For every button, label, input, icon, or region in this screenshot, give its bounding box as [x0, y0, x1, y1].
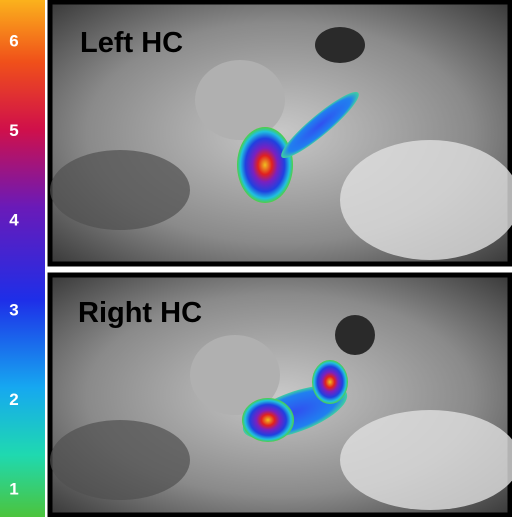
- colorbar-tick-label: 2: [9, 390, 18, 409]
- figure: 1 2 3 4 5 6 Left HC Right HC: [0, 0, 512, 517]
- colorbar-tick-label: 4: [9, 211, 19, 230]
- colorbar-tick-label: 5: [9, 121, 18, 140]
- panel-top: Left HC: [50, 2, 512, 264]
- panel-label: Right HC: [78, 297, 202, 329]
- colorbar-tick-label: 1: [9, 479, 18, 498]
- colorbar-tick-label: 6: [9, 31, 18, 50]
- colorbar-tick-label: 3: [9, 300, 18, 319]
- panel-bottom: Right HC: [50, 275, 512, 515]
- colorbar: [0, 0, 45, 517]
- panel-label: Left HC: [80, 27, 183, 59]
